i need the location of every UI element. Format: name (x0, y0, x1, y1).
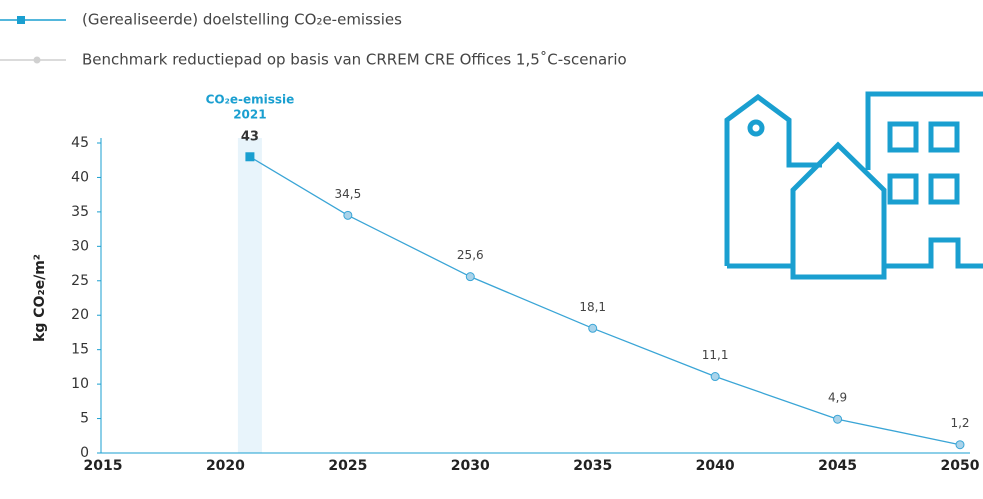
y-tick-label: 10 (71, 376, 89, 392)
y-tick-label: 20 (71, 307, 89, 323)
legend-label: Benchmark reductiepad op basis van CRREM… (82, 51, 627, 69)
point-marker (465, 272, 475, 282)
annotation: 2021 (233, 108, 266, 122)
y-tick-label: 15 (71, 342, 89, 358)
value-label: 34,5 (334, 187, 361, 201)
y-tick-label: 0 (80, 445, 89, 461)
legend: (Gerealiseerde) doelstelling CO₂e-emissi… (0, 11, 627, 69)
y-tick-label: 40 (71, 169, 89, 185)
y-tick-label: 35 (71, 204, 89, 220)
highlight-band (237, 138, 262, 453)
value-label: 18,1 (579, 300, 606, 314)
x-tick-label: 2025 (328, 458, 367, 474)
y-axis-label: kg CO₂e/m² (32, 254, 48, 342)
x-tick-label: 2015 (84, 458, 123, 474)
x-tick-label: 2035 (573, 458, 612, 474)
point-marker (245, 152, 255, 162)
annotation: CO₂e-emissie (206, 93, 295, 107)
point-marker (833, 414, 843, 424)
value-label: 25,6 (457, 248, 484, 262)
legend-marker (33, 56, 41, 64)
point-marker (588, 323, 598, 333)
y-tick-label: 5 (80, 411, 89, 427)
x-tick-label: 2045 (818, 458, 857, 474)
point-marker (710, 372, 720, 382)
point-marker (955, 440, 965, 450)
x-tick-label: 2050 (941, 458, 980, 474)
x-tick-label: 2020 (206, 458, 245, 474)
value-label: 4,9 (828, 391, 847, 405)
value-label: 1,2 (950, 416, 969, 430)
y-tick-label: 30 (71, 238, 89, 254)
value-label: 43 (241, 129, 259, 144)
x-tick-label: 2040 (696, 458, 735, 474)
building-icon (724, 91, 983, 280)
legend-label: (Gerealiseerde) doelstelling CO₂e-emissi… (82, 11, 402, 29)
point-marker (343, 210, 353, 220)
y-tick-label: 45 (71, 135, 89, 151)
x-tick-label: 2030 (451, 458, 490, 474)
value-label: 11,1 (702, 348, 729, 362)
y-tick-label: 25 (71, 273, 89, 289)
legend-marker (17, 16, 25, 24)
